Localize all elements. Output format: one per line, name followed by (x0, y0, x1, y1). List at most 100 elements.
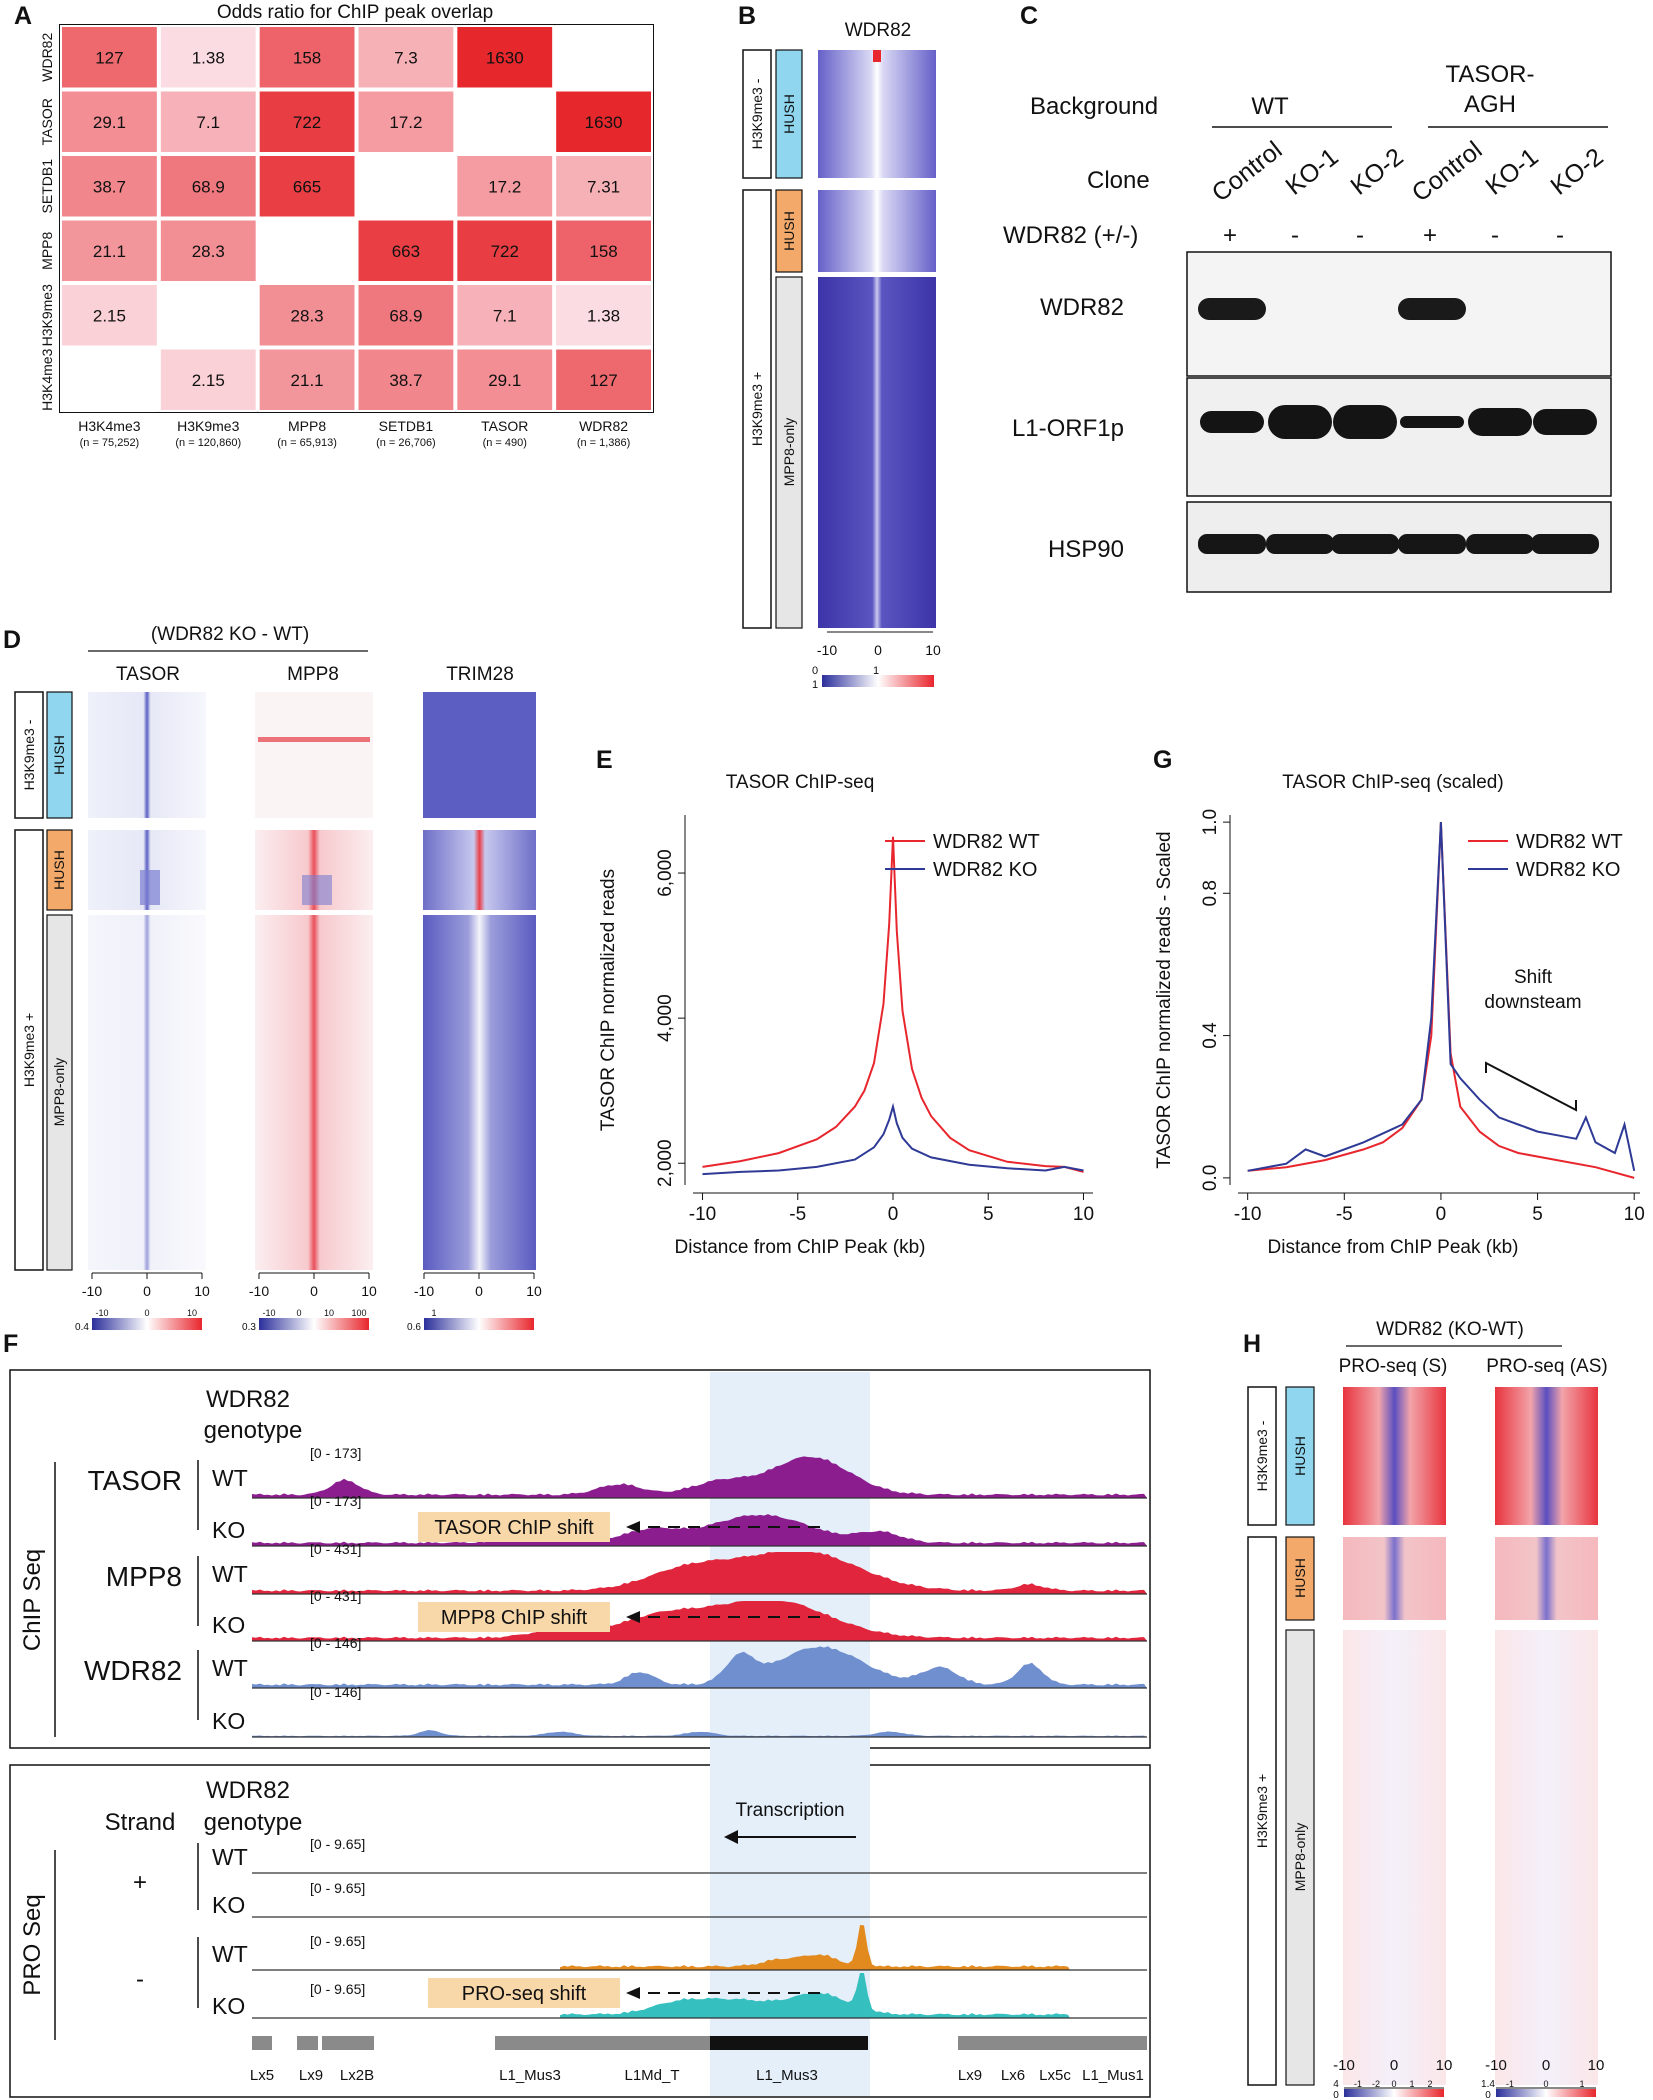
genotype-sign: - (1291, 222, 1299, 249)
series-line-wdr82-ko (702, 1102, 1084, 1176)
panel-h-title: WDR82 (KO-WT) (1376, 1319, 1524, 1340)
panel-d-title: (WDR82 KO - WT) (151, 624, 309, 645)
heatmap-cell (455, 347, 555, 412)
column-label: TASOR (481, 418, 528, 434)
cell-value: 1.38 (587, 306, 620, 325)
heatmap-cell (455, 25, 555, 90)
wdr82-peak-mark (873, 50, 881, 62)
genotype-header: WDR82 (206, 1386, 290, 1413)
heatmap-axes: -10 0 10 0.4 -10 0 10 -10 0 10 0.3 -10 0 10 100 -10 0 10 0… (75, 1272, 542, 1333)
shift-label: MPP8 ChIP shift (441, 1607, 588, 1629)
gene-block (495, 2036, 710, 2050)
scale-tick: 0 (812, 665, 818, 677)
panel-h: H WDR82 (KO-WT) PRO-seq (S) PRO-seq (AS)… (1243, 1319, 1608, 2100)
h3k9-neg-label: H3K9me3 - (21, 719, 37, 790)
tasor-heatmap-hush (88, 692, 206, 818)
heatmap-cell (158, 347, 258, 412)
mpp8-only-label: MPP8-only (1292, 1823, 1308, 1891)
band-hsp90 (1266, 534, 1334, 554)
panel-a-title: Odds ratio for ChIP peak overlap (217, 2, 493, 23)
x-tick: -5 (1336, 1204, 1353, 1225)
heatmap-cell (455, 283, 555, 348)
column-label: H3K9me3 (177, 418, 239, 434)
heatmap-cell (60, 25, 159, 90)
hush-label-2: HUSH (781, 211, 797, 251)
h3k9-pos-label: H3K9me3 + (1254, 1774, 1270, 1848)
group-box-h3k9-neg (14, 691, 44, 819)
y-tick: 0.8 (1200, 880, 1221, 906)
clone-label: Control (1407, 136, 1488, 208)
pro-as-heatmap-hush-2 (1495, 1537, 1598, 1620)
gene-block (252, 2036, 272, 2050)
genotype-ko: KO (212, 1993, 245, 2019)
chip-track-mpp8-wt (252, 1552, 1147, 1594)
band-hsp90 (1198, 534, 1266, 554)
color-scale (259, 1318, 369, 1330)
protein-label: WDR82 (84, 1655, 182, 1686)
scale-tick: -10 (95, 1308, 108, 1318)
clone-label: Control (1207, 136, 1288, 208)
heatmap-cell (257, 154, 357, 219)
cell-value: 127 (95, 48, 123, 67)
scale-tick: 1 (873, 665, 879, 677)
heatmap-cell (554, 347, 654, 412)
band-hsp90 (1531, 534, 1599, 554)
series-line-wdr82-ko (1247, 822, 1636, 1172)
legend-label: WDR82 KO (933, 859, 1037, 881)
genotype-ko: KO (212, 1708, 245, 1734)
band-hsp90 (1466, 534, 1534, 554)
column-count: (n = 75,252) (80, 437, 140, 449)
band-l1-orf1p (1533, 409, 1597, 435)
y-tick: 2,000 (655, 1139, 676, 1187)
column-label: WDR82 (579, 418, 628, 434)
heatmap-cell (356, 218, 456, 283)
heatmap-cell (158, 218, 258, 283)
genotype-ko: KO (212, 1517, 245, 1543)
x-tick: -10 (689, 1204, 716, 1225)
gene-annotation-track: Lx5 Lx9 Lx2B L1_Mus3 L1Md_T L1_Mus3 Lx9 Lx6 Lx5c… (250, 2036, 1147, 2084)
genotype-wt: WT (212, 1655, 248, 1681)
blot-l1-orf1p (1186, 377, 1612, 497)
chip-track-wdr82-wt (252, 1646, 1147, 1688)
hush-box (46, 691, 73, 819)
scale-zero: 0 (1333, 2090, 1339, 2100)
pro-track-ko (560, 1973, 1070, 2018)
cell-value: 665 (293, 177, 321, 196)
blot-label-hsp90: HSP90 (1048, 536, 1124, 563)
legend-label: WDR82 WT (933, 831, 1040, 853)
clone-label: KO-2 (1545, 143, 1608, 201)
heatmap-cell (60, 218, 159, 283)
genotype-wt: WT (212, 1844, 248, 1870)
group-box-h3k9-neg (742, 49, 772, 179)
heatmap-cell (158, 283, 258, 348)
column-count: (n = 120,860) (175, 437, 241, 449)
scale-tick: -1 (1354, 2079, 1362, 2089)
cell-value: 17.2 (488, 177, 521, 196)
mpp8-only-label: MPP8-only (51, 1058, 67, 1126)
x-axis-label: Distance from ChIP Peak (kb) (1268, 1237, 1519, 1258)
hush-box (1285, 1386, 1315, 1526)
background-label: Background (1030, 93, 1158, 120)
y-axis-label: TASOR ChIP normalized reads - Scaled (1154, 831, 1175, 1168)
scale-min: 4 (1333, 2079, 1339, 2090)
wdr82-heatmap-hush (818, 50, 936, 178)
cell-value: 158 (589, 242, 617, 261)
chip-track-mpp8-ko (252, 1601, 1147, 1641)
pro-s-heatmap-hush (1343, 1387, 1446, 1525)
panel-b: B WDR82 H3K9me3 - H3K9me3 + HUSH HUSH MP… (738, 2, 941, 691)
scale-min: 0.4 (75, 1322, 89, 1333)
panel-f: F WDR82 genotype ChIP Seq [0 - 173]WT[0 … (3, 1330, 1151, 2098)
gene-label: L1Md_T (624, 2067, 679, 2084)
hush-label: HUSH (781, 94, 797, 134)
cell-value: 722 (491, 242, 519, 261)
gene-block (297, 2036, 318, 2050)
column-pro-s: PRO-seq (S) (1339, 1356, 1448, 1377)
scale-min: 0.6 (407, 1322, 421, 1333)
scale-tick: 2 (1427, 2079, 1432, 2089)
shift-arrow (626, 1521, 640, 1533)
column-tasor: TASOR (116, 664, 180, 685)
row-label: SETDB1 (39, 159, 55, 214)
panel-b-letter: B (738, 2, 756, 30)
shift-arrow (626, 1611, 640, 1623)
group-box-h3k9-neg (1247, 1386, 1277, 1526)
